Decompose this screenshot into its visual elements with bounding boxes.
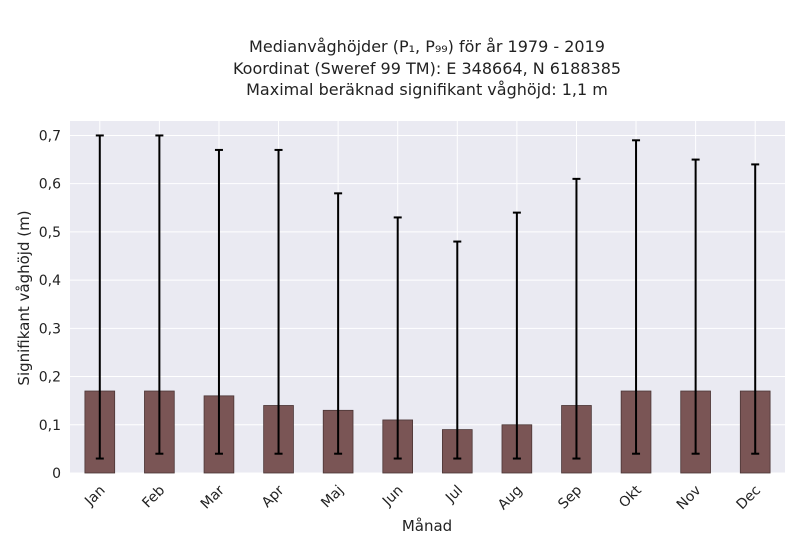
y-tick-label: 0,4 [39,273,61,289]
y-tick-label: 0,5 [39,225,61,241]
y-tick-label: 0,6 [39,177,61,193]
error-bars [95,134,760,460]
chart-title-line-2: Koordinat (Sweref 99 TM): E 348664, N 61… [233,59,621,78]
x-tick-label: Maj [318,483,347,512]
y-tick-labels: 0 0,1 0,2 0,3 0,4 0,5 0,6 0,7 [39,128,61,482]
x-tick-label: Aug [495,483,526,514]
x-tick-label: Nov [674,483,705,514]
x-tick-label: Jul [442,483,466,507]
x-axis-label: Månad [402,517,452,535]
y-tick-label: 0,1 [39,418,61,434]
y-axis-label: Signifikant våghöjd (m) [15,210,33,385]
x-tick-label: Dec [734,483,764,513]
x-tick-label: Mar [198,482,228,512]
y-tick-label: 0,2 [39,370,61,386]
x-tick-label: Feb [139,482,168,511]
x-tick-label: Sep [555,482,585,512]
x-tick-labels: Jan Feb Mar Apr Maj Jun Jul Aug Sep Okt Nov Dec [81,482,764,513]
x-tick-label: Jun [379,483,406,510]
y-tick-label: 0,7 [39,128,61,144]
x-tick-label: Apr [259,482,288,511]
y-tick-label: 0,3 [39,321,61,337]
x-tick-label: Jan [81,483,108,510]
chart-title-line-1: Medianvåghöjder (P₁, P₉₉) för år 1979 - … [249,37,605,56]
plot-background [70,121,785,473]
chart-title-line-3: Maximal beräknad signifikant våghöjd: 1,… [246,80,608,99]
y-tick-label: 0 [52,466,61,482]
x-tick-label: Okt [616,482,645,511]
